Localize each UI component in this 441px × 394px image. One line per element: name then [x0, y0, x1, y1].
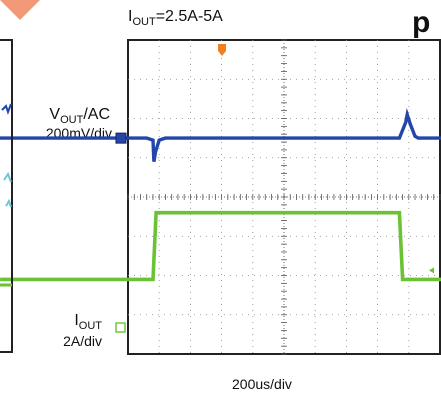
vout-trace	[0, 136, 309, 162]
left-panel-blue-trace	[1, 103, 12, 115]
vout-trace-release	[309, 107, 441, 140]
iout-trace	[0, 210, 441, 282]
logo-fragment	[0, 0, 40, 20]
left-panel-cyan-trace	[3, 171, 12, 208]
left-panel-frame	[0, 39, 13, 353]
ch2-label: IOUT	[74, 312, 102, 332]
ch1-marker	[115, 132, 127, 144]
trigger-marker	[218, 44, 226, 56]
ch2-right-arrow	[429, 267, 434, 274]
timebase-label: 200us/div	[232, 376, 292, 392]
ch1-label: VOUT/AC	[49, 106, 110, 126]
cut-off-text: p	[412, 6, 431, 39]
ch2-scale-label: 2A/div	[63, 333, 102, 349]
chart-title: IOUT=2.5A-5A	[128, 8, 223, 28]
ch2-marker	[115, 322, 126, 333]
